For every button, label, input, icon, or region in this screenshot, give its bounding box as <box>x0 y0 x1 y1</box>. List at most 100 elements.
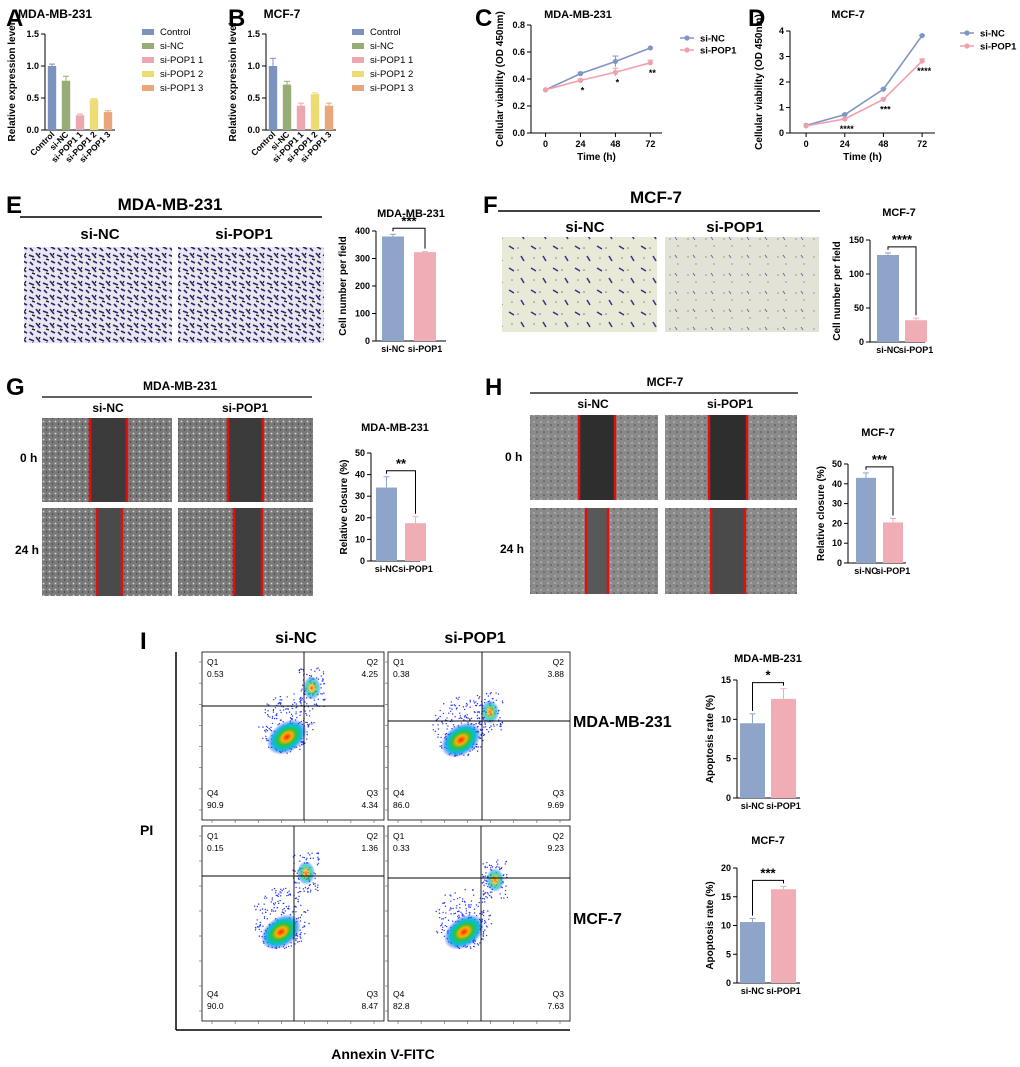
event-dot <box>450 908 452 910</box>
event-dot <box>483 726 485 728</box>
event-dot <box>440 736 442 739</box>
quadrant-value-q1: 0.33 <box>393 843 410 853</box>
event-dot <box>297 900 299 903</box>
bar <box>89 99 99 130</box>
event-dot <box>450 913 452 915</box>
significance-bracket <box>752 879 784 916</box>
event-dot <box>295 703 298 705</box>
event-dot <box>285 887 287 890</box>
event-dot <box>300 710 302 713</box>
quadrant-label-q3: Q3 <box>367 788 379 798</box>
event-dot <box>269 913 272 915</box>
event-dot <box>470 904 472 906</box>
data-point <box>880 86 887 92</box>
event-dot <box>264 895 267 897</box>
legend-entry: si-POP1 1 <box>370 55 413 66</box>
event-dot <box>497 693 500 695</box>
event-dot <box>490 897 493 899</box>
event-dot <box>273 906 275 909</box>
event-dot <box>481 913 483 915</box>
y-tick-label: 0 <box>726 978 731 988</box>
legend-swatch <box>142 57 154 63</box>
x-tick-label: 0 <box>804 139 809 149</box>
legend-entry: si-POP1 <box>980 42 1017 53</box>
y-tick-label: 0.0 <box>512 128 525 138</box>
event-dot <box>302 856 304 859</box>
legend-entry: si-POP1 3 <box>160 83 203 94</box>
panel-i-xlabel: Annexin V-FITC <box>331 1046 434 1062</box>
event-dot <box>315 704 317 706</box>
event-dot <box>456 897 459 900</box>
flow-plot-mcf-si-nc: Q1 0.15 Q2 1.36 Q4 90.0 Q3 8.47 <box>199 825 385 1024</box>
event-dot <box>461 913 463 915</box>
event-dot <box>280 892 282 894</box>
data-point <box>612 58 619 65</box>
event-dot <box>306 738 308 740</box>
event-dot <box>449 909 451 911</box>
x-tick-label: si-NC <box>876 345 900 355</box>
panel-f-label-si-pop1: si-POP1 <box>706 219 764 236</box>
event-dot <box>459 712 461 714</box>
quadrant-label-q2: Q2 <box>367 657 379 667</box>
event-dot <box>317 856 319 858</box>
event-dot <box>441 924 443 926</box>
event-dot <box>299 711 301 713</box>
event-dot <box>300 696 302 699</box>
y-tick-label: 20 <box>355 513 365 523</box>
event-dot <box>313 883 315 886</box>
event-dot <box>469 946 471 948</box>
event-dot <box>482 739 484 742</box>
legend-swatch <box>352 57 364 63</box>
event-dot <box>485 934 488 937</box>
data-point <box>577 71 584 77</box>
event-dot <box>479 723 481 726</box>
y-tick-label: 10 <box>721 921 731 931</box>
bar <box>75 115 85 130</box>
event-dot <box>317 698 320 701</box>
event-dot <box>263 903 265 905</box>
event-dot <box>476 711 479 713</box>
event-dot <box>467 717 469 719</box>
event-dot <box>487 731 490 733</box>
event-dot <box>441 922 443 924</box>
event-dot <box>265 728 267 731</box>
event-dot <box>294 870 296 872</box>
event-dot <box>253 905 256 907</box>
y-tick-label: 10 <box>721 714 731 724</box>
event-dot <box>464 904 467 906</box>
event-dot <box>275 714 278 717</box>
event-dot <box>295 707 297 709</box>
panel-g-row-0h: 0 h <box>20 451 37 465</box>
event-dot <box>451 708 453 710</box>
event-dot <box>298 887 301 889</box>
event-dot <box>435 910 437 913</box>
event-dot <box>500 867 502 870</box>
legend-entry: si-POP1 2 <box>160 69 203 80</box>
event-dot <box>268 727 271 730</box>
event-dot <box>472 894 475 896</box>
y-tick-label: 40 <box>355 470 365 480</box>
event-dot <box>476 703 479 705</box>
event-dot <box>505 873 508 876</box>
panel-e-label-si-nc: si-NC <box>80 226 119 243</box>
y-tick-label: 0.0 <box>26 125 39 135</box>
event-dot <box>303 890 305 892</box>
y-tick-label: 100 <box>849 269 864 279</box>
event-dot <box>256 926 259 928</box>
event-dot <box>304 886 307 889</box>
event-dot <box>304 925 306 927</box>
event-dot <box>458 704 461 707</box>
event-dot <box>469 699 471 702</box>
event-dot <box>254 929 257 931</box>
data-point <box>919 32 925 39</box>
event-dot <box>299 860 301 862</box>
event-dot <box>278 893 280 895</box>
event-dot <box>462 706 465 708</box>
legend-swatch <box>142 71 154 77</box>
event-dot <box>500 729 502 731</box>
data-point <box>647 45 653 51</box>
event-dot <box>323 699 325 701</box>
event-dot <box>470 717 473 720</box>
event-dot <box>272 711 275 713</box>
event-dot <box>455 907 457 909</box>
